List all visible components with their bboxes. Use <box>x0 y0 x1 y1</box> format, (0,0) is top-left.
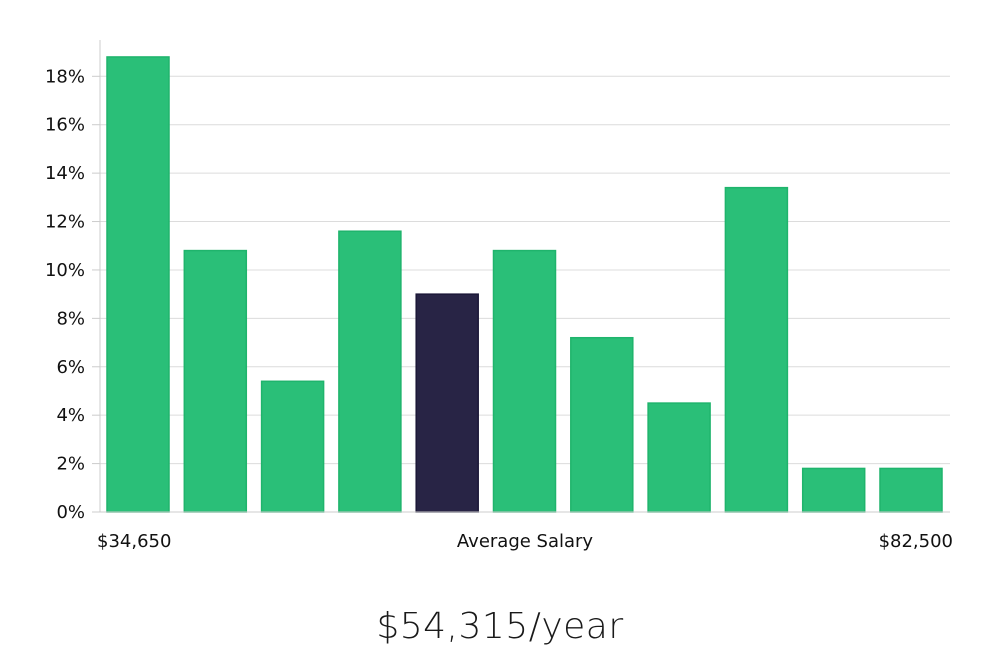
y-tick-label: 18% <box>45 66 85 87</box>
y-tick-label: 16% <box>45 115 85 136</box>
bars <box>106 56 943 513</box>
y-axis-ticks: 0% 2% 4% 6% 8% 10% 12% 14% 16% 18% <box>45 66 100 523</box>
x-axis-min-label: $34,650 <box>97 531 171 552</box>
x-axis-max-label: $82,500 <box>879 531 953 552</box>
y-tick-label: 0% <box>56 502 85 523</box>
bar <box>879 467 943 513</box>
y-tick-label: 2% <box>56 454 85 475</box>
bar <box>260 380 325 513</box>
bar <box>183 249 248 513</box>
y-tick-label: 8% <box>56 308 85 329</box>
y-tick-label: 10% <box>45 260 85 281</box>
bar <box>724 186 789 513</box>
y-tick-label: 6% <box>56 357 85 378</box>
bar <box>338 230 402 513</box>
bar-highlight <box>415 293 479 513</box>
bar <box>801 467 866 513</box>
y-tick-label: 14% <box>45 163 85 184</box>
x-axis-title: Average Salary <box>457 531 594 552</box>
salary-distribution-chart: 0% 2% 4% 6% 8% 10% 12% 14% 16% 18% $34,650 Averag… <box>45 40 953 552</box>
bar <box>570 336 634 513</box>
bar <box>106 56 170 513</box>
average-salary-value: $54,315/year <box>376 606 624 647</box>
bar <box>647 402 711 513</box>
y-tick-label: 4% <box>56 405 85 426</box>
bar <box>492 249 557 513</box>
y-tick-label: 12% <box>45 212 85 233</box>
